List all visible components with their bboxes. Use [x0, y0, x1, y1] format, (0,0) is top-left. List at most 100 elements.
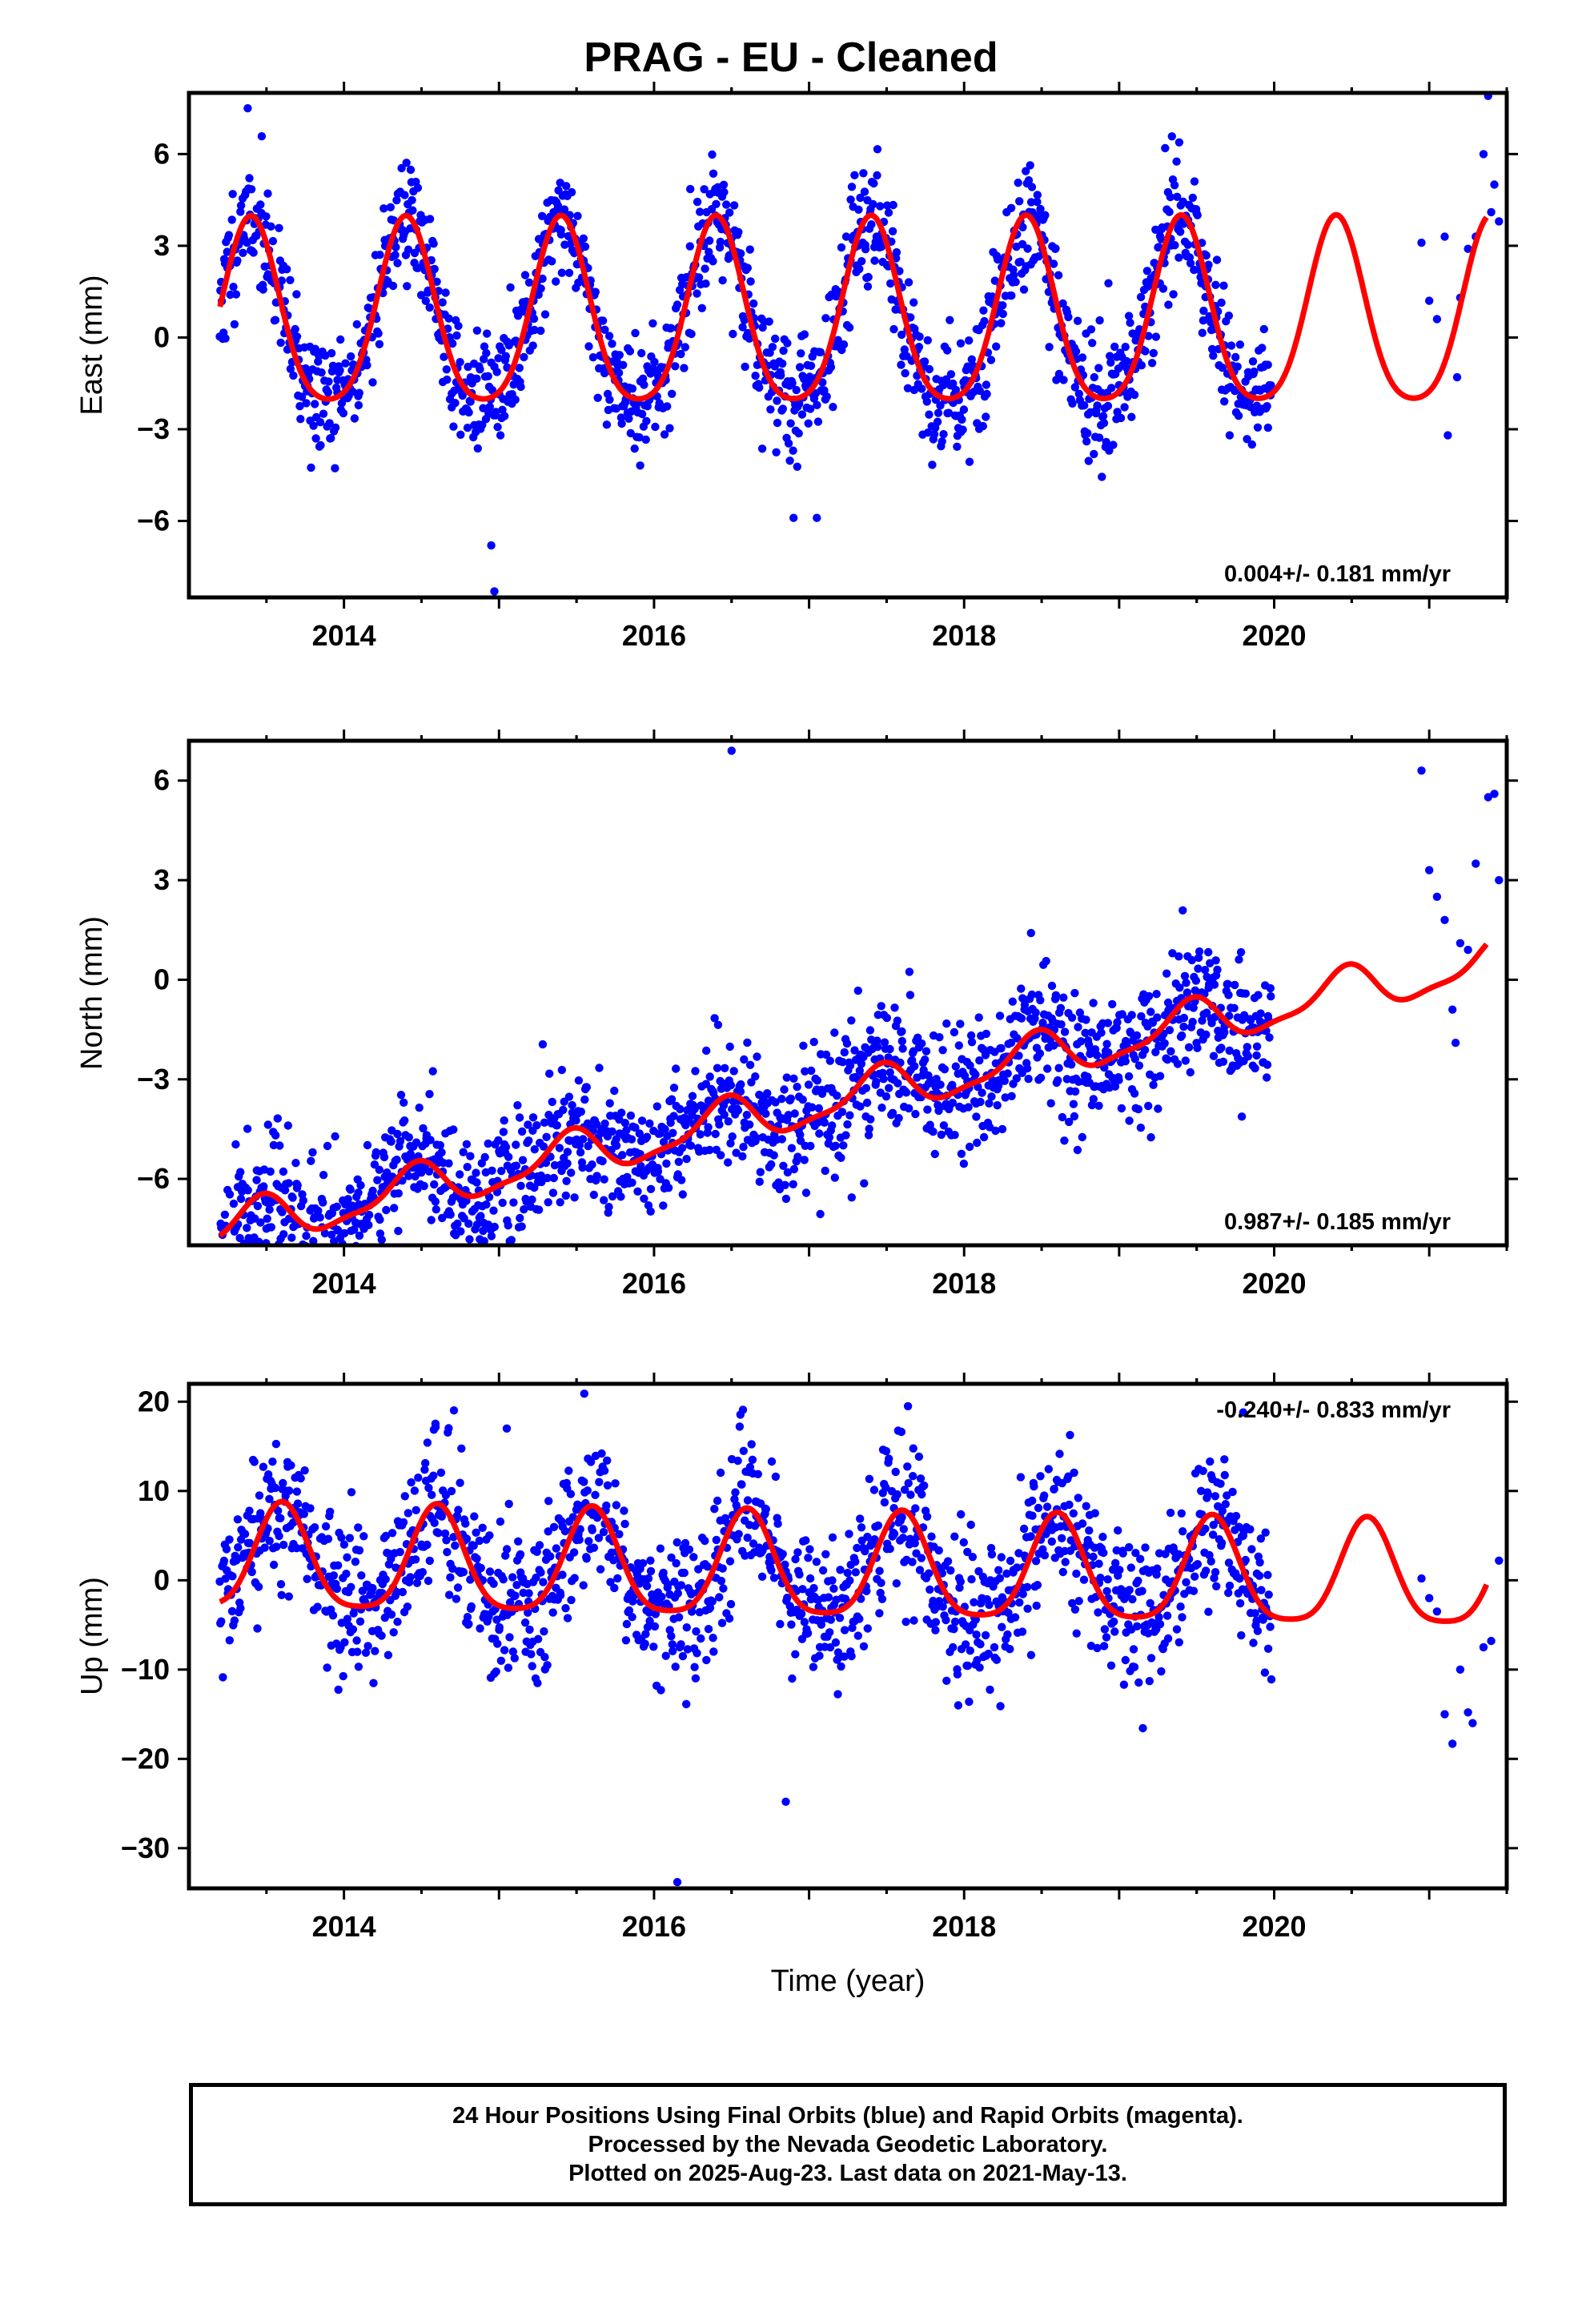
data-point: [591, 1490, 600, 1500]
data-point: [595, 1478, 604, 1486]
data-point: [1186, 259, 1195, 267]
data-point: [986, 356, 996, 364]
data-point: [403, 1602, 412, 1611]
data-point: [705, 1145, 714, 1155]
data-point: [580, 1389, 588, 1398]
data-point: [806, 1141, 815, 1151]
data-point: [1134, 1576, 1142, 1586]
data-point: [456, 1478, 464, 1487]
data-point: [486, 1284, 494, 1292]
data-point: [381, 1574, 390, 1584]
data-point: [387, 1610, 396, 1619]
data-point: [1243, 435, 1251, 444]
data-point: [1180, 971, 1190, 981]
data-point: [991, 1126, 1000, 1136]
data-point: [564, 268, 574, 277]
data-point: [515, 364, 524, 372]
data-point: [1103, 401, 1113, 411]
data-point: [982, 412, 990, 421]
data-point: [332, 1584, 342, 1594]
data-point: [371, 1647, 379, 1655]
data-point: [228, 190, 237, 199]
data-point: [1142, 267, 1152, 275]
data-point: [659, 1201, 668, 1210]
data-point: [900, 1486, 909, 1494]
data-point: [225, 1535, 234, 1544]
data-point: [797, 410, 807, 419]
data-point: [1028, 1511, 1037, 1520]
data-point: [605, 395, 614, 404]
data-point: [1266, 983, 1275, 993]
data-point: [1044, 1465, 1054, 1474]
data-point: [1213, 965, 1222, 975]
data-point: [636, 461, 644, 470]
data-point: [1211, 956, 1220, 965]
data-point: [1006, 1645, 1014, 1654]
data-point: [472, 1220, 482, 1229]
data-point: [430, 1518, 439, 1527]
y-tick-label: 20: [138, 1385, 170, 1417]
data-point: [756, 1168, 765, 1176]
data-point: [936, 1080, 945, 1089]
data-point: [1243, 1043, 1252, 1051]
data-point: [890, 1003, 899, 1012]
data-point: [725, 1557, 735, 1566]
data-point: [586, 1458, 596, 1466]
data-point: [862, 1098, 872, 1108]
data-point: [396, 1091, 406, 1100]
data-point: [746, 277, 755, 286]
data-point: [829, 403, 837, 412]
data-point: [738, 323, 747, 332]
data-point: [998, 1622, 1006, 1631]
data-point: [869, 1486, 879, 1494]
data-point: [600, 1466, 609, 1475]
data-point: [543, 1173, 552, 1183]
data-point: [543, 1661, 552, 1670]
data-point: [500, 1646, 509, 1655]
data-point: [431, 1197, 440, 1206]
data-point: [1024, 176, 1034, 185]
data-point: [1173, 1059, 1182, 1068]
data-point: [1072, 1629, 1081, 1638]
data-point: [265, 1536, 274, 1546]
data-point: [958, 415, 966, 424]
data-point: [965, 1142, 974, 1152]
data-point: [624, 414, 633, 423]
data-point: [1074, 1494, 1083, 1502]
data-point: [1176, 1602, 1185, 1611]
data-point: [954, 1041, 964, 1050]
data-point: [737, 1480, 746, 1489]
data-point: [975, 386, 985, 396]
data-point: [444, 1159, 453, 1168]
data-point: [745, 245, 754, 254]
data-point: [833, 1690, 842, 1699]
data-point: [382, 1205, 391, 1215]
data-point: [300, 1254, 308, 1262]
data-point: [1165, 1026, 1174, 1035]
data-point: [219, 1556, 229, 1566]
data-point: [953, 1670, 962, 1679]
data-point: [803, 1629, 813, 1638]
data-point: [1061, 1558, 1070, 1566]
data-point: [1035, 1049, 1045, 1058]
data-point: [1155, 1619, 1165, 1629]
data-point: [536, 284, 545, 293]
data-point: [1263, 402, 1271, 411]
data-point: [922, 1512, 932, 1522]
data-point: [934, 1546, 943, 1555]
data-point: [1495, 1556, 1504, 1566]
data-point: [1066, 1430, 1074, 1440]
data-point: [1107, 384, 1116, 392]
data-point: [1251, 1063, 1259, 1073]
data-point: [508, 1647, 517, 1656]
data-point: [356, 1180, 365, 1190]
data-point: [472, 374, 481, 383]
data-point: [1170, 241, 1179, 250]
data-point: [430, 1180, 439, 1189]
data-point: [1267, 381, 1275, 390]
data-point: [1073, 316, 1082, 325]
data-point: [576, 1108, 585, 1116]
data-point: [1189, 1003, 1198, 1012]
data-point: [410, 1486, 420, 1495]
data-point: [501, 1143, 511, 1152]
